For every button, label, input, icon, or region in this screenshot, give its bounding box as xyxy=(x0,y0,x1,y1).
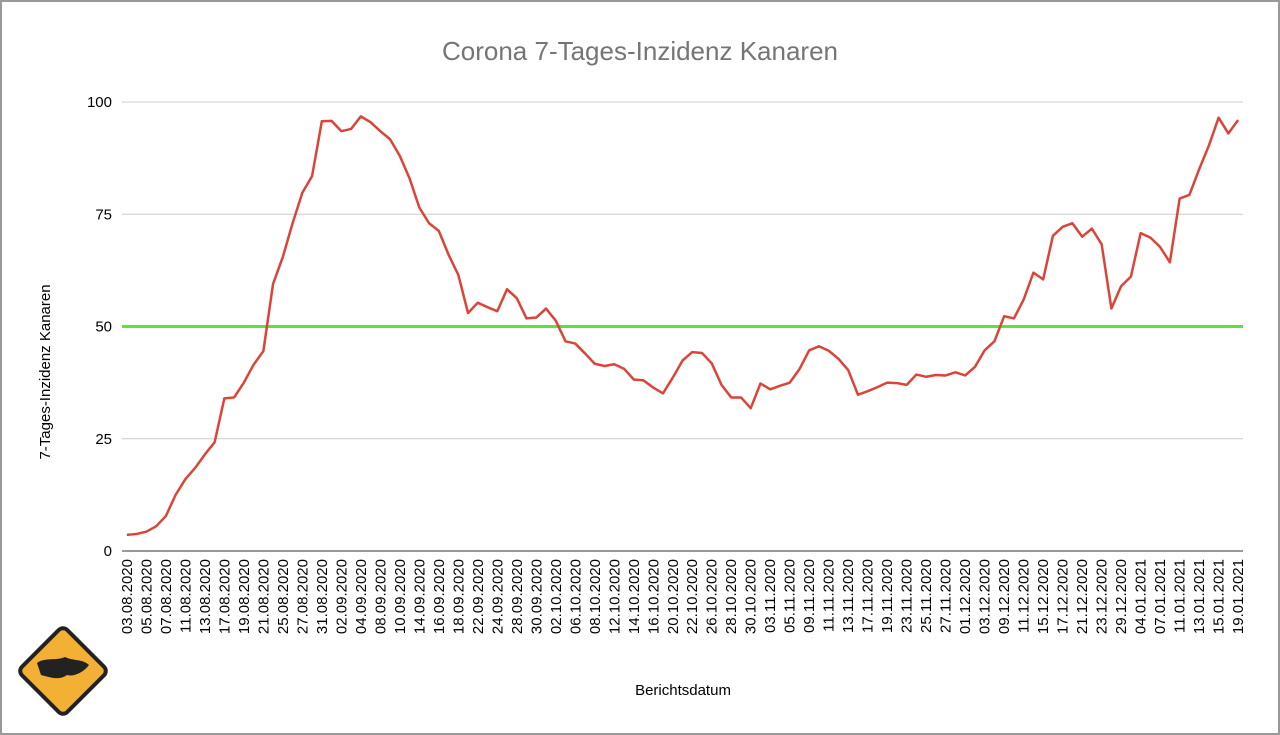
x-tick-label: 07.08.2020 xyxy=(158,559,175,634)
data-line xyxy=(126,115,1240,537)
x-tick-label: 17.11.2020 xyxy=(860,559,877,633)
x-tick-label: 04.01.2021 xyxy=(1133,559,1150,634)
x-tick-label: 14.10.2020 xyxy=(626,559,643,634)
x-tick-label: 14.09.2020 xyxy=(411,559,428,634)
x-tick-label: 05.11.2020 xyxy=(782,559,799,633)
y-tick-label: 75 xyxy=(95,206,112,223)
x-tick-label: 02.09.2020 xyxy=(333,559,350,634)
x-tick-label: 29.12.2020 xyxy=(1113,559,1130,634)
x-tick-label: 31.08.2020 xyxy=(314,559,331,634)
logo xyxy=(18,626,108,716)
x-tick-label: 19.11.2020 xyxy=(879,559,896,633)
x-tick-label: 11.12.2020 xyxy=(1016,559,1033,633)
x-tick-label: 08.10.2020 xyxy=(587,559,604,634)
x-tick-label: 03.11.2020 xyxy=(762,559,779,633)
x-tick-label: 23.12.2020 xyxy=(1094,559,1111,634)
x-tick-label: 22.10.2020 xyxy=(684,559,701,634)
x-tick-label: 07.01.2021 xyxy=(1152,559,1169,634)
x-tick-label: 25.11.2020 xyxy=(918,559,935,633)
x-tick-label: 30.09.2020 xyxy=(528,559,545,634)
y-tick-label: 0 xyxy=(104,543,112,560)
x-tick-label: 05.08.2020 xyxy=(138,559,155,634)
x-tick-label: 03.08.2020 xyxy=(119,559,136,634)
x-tick-label: 21.12.2020 xyxy=(1074,559,1091,634)
x-tick-label: 28.10.2020 xyxy=(723,559,740,634)
x-tick-label: 03.12.2020 xyxy=(977,559,994,634)
x-tick-label: 18.09.2020 xyxy=(450,559,467,634)
y-tick-label: 50 xyxy=(95,319,112,336)
y-tick-label: 100 xyxy=(87,94,112,111)
x-tick-label: 25.08.2020 xyxy=(275,559,292,634)
x-axis-title: Berichtsdatum xyxy=(635,682,731,699)
x-tick-label: 09.12.2020 xyxy=(996,559,1013,634)
x-tick-label: 11.11.2020 xyxy=(821,559,838,632)
x-tick-label: 23.11.2020 xyxy=(899,559,916,633)
x-tick-label: 02.10.2020 xyxy=(548,559,565,634)
x-tick-label: 21.08.2020 xyxy=(255,559,272,634)
x-tick-label: 13.11.2020 xyxy=(840,559,857,633)
x-tick-label: 06.10.2020 xyxy=(567,559,584,634)
x-tick-label: 15.01.2021 xyxy=(1211,559,1228,634)
x-tick-label: 13.08.2020 xyxy=(197,559,214,634)
x-tick-label: 15.12.2020 xyxy=(1035,559,1052,634)
x-tick-label: 08.09.2020 xyxy=(372,559,389,634)
x-tick-label: 19.08.2020 xyxy=(236,559,253,634)
x-tick-label: 28.09.2020 xyxy=(509,559,526,634)
chart-title: Corona 7-Tages-Inzidenz Kanaren xyxy=(442,36,838,66)
x-tick-label: 24.09.2020 xyxy=(489,559,506,634)
x-tick-label: 11.08.2020 xyxy=(177,559,194,633)
x-tick-label: 27.11.2020 xyxy=(938,559,955,633)
x-tick-label: 26.10.2020 xyxy=(704,559,721,634)
x-tick-label: 16.10.2020 xyxy=(645,559,662,634)
x-tick-label: 13.01.2021 xyxy=(1191,559,1208,634)
x-tick-label: 11.01.2021 xyxy=(1172,559,1189,633)
x-tick-label: 27.08.2020 xyxy=(294,559,311,634)
x-tick-label: 16.09.2020 xyxy=(431,559,448,634)
x-tick-label: 09.11.2020 xyxy=(801,559,818,633)
x-tick-label: 12.10.2020 xyxy=(606,559,623,634)
x-tick-label: 10.09.2020 xyxy=(392,559,409,634)
x-tick-label: 22.09.2020 xyxy=(470,559,487,634)
x-tick-label: 17.08.2020 xyxy=(216,559,233,634)
x-tick-label: 04.09.2020 xyxy=(353,559,370,634)
x-tick-label: 01.12.2020 xyxy=(957,559,974,634)
x-tick-label: 17.12.2020 xyxy=(1055,559,1072,634)
x-tick-label: 19.01.2021 xyxy=(1230,559,1247,634)
x-tick-label: 30.10.2020 xyxy=(743,559,760,634)
y-tick-label: 25 xyxy=(95,431,112,448)
x-tick-label: 20.10.2020 xyxy=(665,559,682,634)
y-axis-title: 7-Tages-Inzidenz Kanaren xyxy=(37,284,54,459)
